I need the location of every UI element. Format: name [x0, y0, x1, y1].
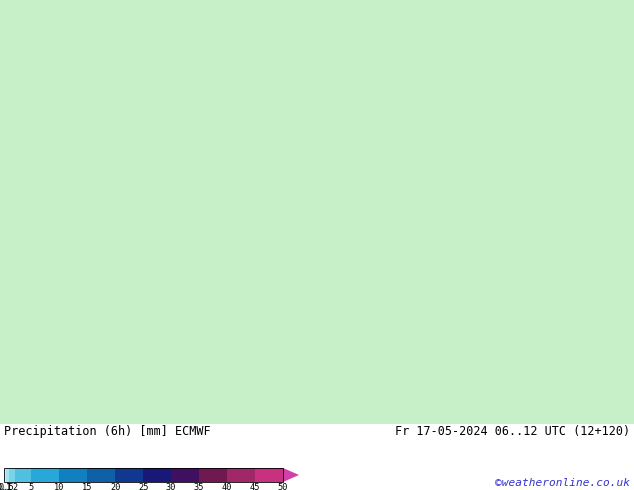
Text: 0.1: 0.1 — [0, 483, 12, 490]
Text: 25: 25 — [138, 483, 148, 490]
Bar — [143, 468, 171, 482]
Bar — [32, 468, 60, 482]
Bar — [171, 468, 199, 482]
Bar — [60, 468, 87, 482]
Bar — [15, 468, 32, 482]
Bar — [4, 468, 283, 482]
Text: 10: 10 — [54, 483, 65, 490]
Bar — [115, 468, 143, 482]
Text: 20: 20 — [110, 483, 120, 490]
Bar — [87, 468, 115, 482]
Text: 15: 15 — [82, 483, 93, 490]
Text: 50: 50 — [278, 483, 288, 490]
Text: 45: 45 — [250, 483, 261, 490]
Text: 2: 2 — [12, 483, 17, 490]
Text: Precipitation (6h) [mm] ECMWF: Precipitation (6h) [mm] ECMWF — [4, 425, 210, 438]
Bar — [227, 468, 255, 482]
Text: 30: 30 — [166, 483, 176, 490]
Polygon shape — [283, 468, 299, 482]
Text: Fr 17-05-2024 06..12 UTC (12+120): Fr 17-05-2024 06..12 UTC (12+120) — [395, 425, 630, 438]
Text: 40: 40 — [222, 483, 232, 490]
Bar — [4, 468, 6, 482]
Text: 5: 5 — [29, 483, 34, 490]
Text: 0.5: 0.5 — [0, 483, 14, 490]
Bar — [199, 468, 227, 482]
Bar — [255, 468, 283, 482]
Bar — [9, 468, 15, 482]
Text: ©weatheronline.co.uk: ©weatheronline.co.uk — [495, 478, 630, 488]
Text: 1: 1 — [6, 483, 11, 490]
Text: 35: 35 — [194, 483, 204, 490]
Bar — [6, 468, 9, 482]
